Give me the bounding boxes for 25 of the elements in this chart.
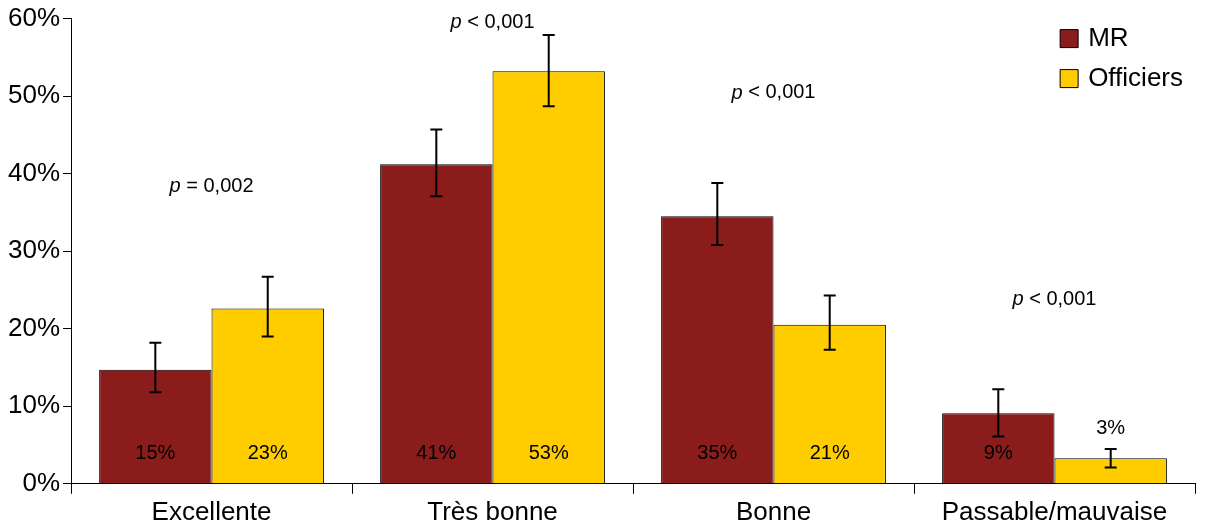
data-label: 53% bbox=[528, 441, 569, 464]
data-label: 23% bbox=[247, 441, 288, 464]
data-label: 41% bbox=[416, 441, 457, 464]
y-tick-label: 20% bbox=[7, 311, 61, 342]
legend-label: Officiers bbox=[1088, 61, 1183, 92]
data-label: 15% bbox=[135, 441, 176, 464]
x-tick-label: Passable/mauvaise bbox=[941, 495, 1168, 526]
annotation: p = 0,002 bbox=[168, 174, 254, 197]
y-tick-label: 30% bbox=[7, 234, 61, 265]
data-label: 3% bbox=[1096, 416, 1126, 439]
data-label: 21% bbox=[809, 441, 850, 464]
x-tick-label: Bonne bbox=[735, 495, 812, 526]
data-label: 35% bbox=[697, 441, 738, 464]
y-tick-label: 60% bbox=[7, 1, 61, 32]
x-tick-label: Excellente bbox=[151, 495, 272, 526]
y-tick-label: 10% bbox=[7, 389, 61, 420]
x-tick-label: Très bonne bbox=[427, 495, 558, 526]
annotation: p < 0,001 bbox=[449, 10, 535, 33]
legend-label: MR bbox=[1088, 21, 1129, 52]
y-tick-label: 0% bbox=[22, 466, 61, 497]
annotation: p < 0,001 bbox=[730, 80, 816, 103]
data-label: 9% bbox=[983, 441, 1013, 464]
y-tick-label: 50% bbox=[7, 79, 61, 110]
annotation: p < 0,001 bbox=[1011, 286, 1097, 309]
y-tick-label: 40% bbox=[7, 156, 61, 187]
